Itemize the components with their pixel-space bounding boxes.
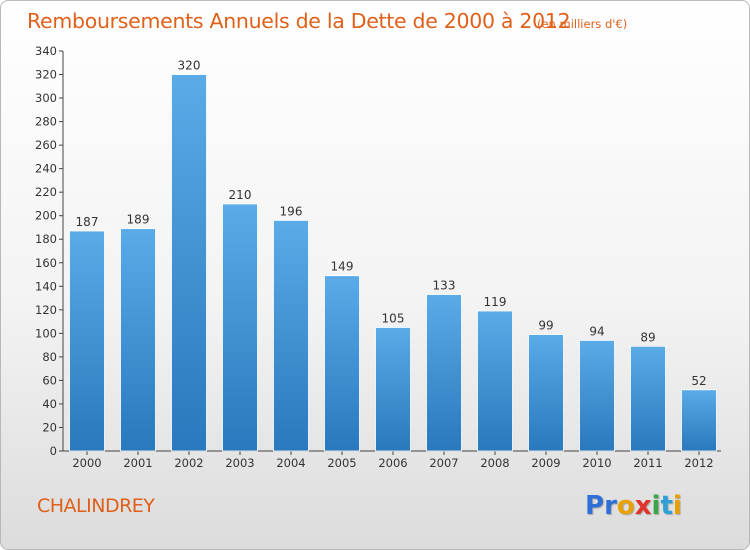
- x-tick-label: 2001: [123, 456, 152, 470]
- bar-value-label: 52: [691, 374, 706, 388]
- bar-value-label: 133: [433, 279, 456, 293]
- y-tick-label: 40: [42, 397, 57, 411]
- bar-2012: [681, 389, 717, 452]
- y-tick-label: 320: [35, 68, 57, 82]
- y-tick-label: 100: [35, 326, 57, 340]
- bar-2007: [426, 294, 462, 452]
- logo-letter: r: [604, 491, 617, 521]
- y-tick-label: 260: [35, 138, 57, 152]
- chart-unit: (en milliers d'€): [537, 17, 628, 31]
- x-tick-label: 2007: [429, 456, 458, 470]
- bars: 187 189 320 210 196 149 105 133 119 99 94 89 52: [69, 59, 717, 452]
- bar-2004: [273, 220, 309, 452]
- proxiti-logo[interactable]: Proxiti: [585, 491, 682, 521]
- logo-letter: i: [672, 491, 682, 521]
- y-tick-label: 20: [42, 420, 57, 434]
- x-tick-label: 2004: [276, 456, 305, 470]
- x-tick-label: 2009: [531, 456, 560, 470]
- bar-value-label: 196: [280, 204, 303, 218]
- x-tick-label: 2012: [684, 456, 713, 470]
- logo-letter: t: [660, 491, 673, 521]
- bar-2001: [120, 228, 156, 452]
- bar-value-label: 149: [331, 260, 354, 274]
- logo-letter: x: [634, 491, 652, 521]
- bar-value-label: 320: [178, 59, 201, 73]
- commune-name: CHALINDREY: [37, 495, 155, 517]
- bar-2009: [528, 334, 564, 452]
- y-tick-label: 160: [35, 256, 57, 270]
- x-tick-label: 2003: [225, 456, 254, 470]
- bar-2003: [222, 203, 258, 452]
- x-tick-label: 2011: [633, 456, 662, 470]
- bar-value-label: 187: [76, 215, 99, 229]
- y-tick-label: 220: [35, 185, 57, 199]
- bar-2000: [69, 230, 105, 452]
- y-tick-label: 0: [50, 444, 57, 458]
- x-tick-label: 2000: [72, 456, 101, 470]
- x-tick-label: 2008: [480, 456, 509, 470]
- bar-2008: [477, 310, 513, 452]
- bar-2010: [579, 340, 615, 452]
- bar-2005: [324, 275, 360, 452]
- bar-value-label: 99: [538, 319, 553, 333]
- x-tick-label: 2006: [378, 456, 407, 470]
- y-tick-label: 60: [42, 373, 57, 387]
- bar-2011: [630, 345, 666, 452]
- y-tick-label: 280: [35, 115, 57, 129]
- y-tick-label: 120: [35, 303, 57, 317]
- x-tick-label: 2002: [174, 456, 203, 470]
- y-tick-label: 340: [35, 44, 57, 58]
- bar-value-label: 94: [589, 324, 604, 338]
- y-tick-label: 300: [35, 91, 57, 105]
- bar-2006: [375, 327, 411, 452]
- bar-value-label: 105: [382, 311, 405, 325]
- axes: 0 20 40 60 80 100 120 140 160 180 200 220 240 260 280 3…: [35, 44, 721, 470]
- bar-value-label: 210: [229, 188, 252, 202]
- bar-value-label: 119: [484, 295, 507, 309]
- chart-title: Remboursements Annuels de la Dette de 20…: [27, 9, 571, 33]
- logo-letter: i: [651, 491, 661, 521]
- bar-value-label: 89: [640, 330, 655, 344]
- bar-value-label: 189: [127, 213, 150, 227]
- bar-2002: [171, 74, 207, 452]
- logo-letter: o: [616, 491, 635, 521]
- y-tick-label: 80: [42, 350, 57, 364]
- y-tick-label: 240: [35, 162, 57, 176]
- x-tick-label: 2010: [582, 456, 611, 470]
- logo-letter: P: [585, 491, 605, 521]
- y-tick-label: 180: [35, 232, 57, 246]
- x-tick-label: 2005: [327, 456, 356, 470]
- y-tick-label: 200: [35, 209, 57, 223]
- y-tick-label: 140: [35, 279, 57, 293]
